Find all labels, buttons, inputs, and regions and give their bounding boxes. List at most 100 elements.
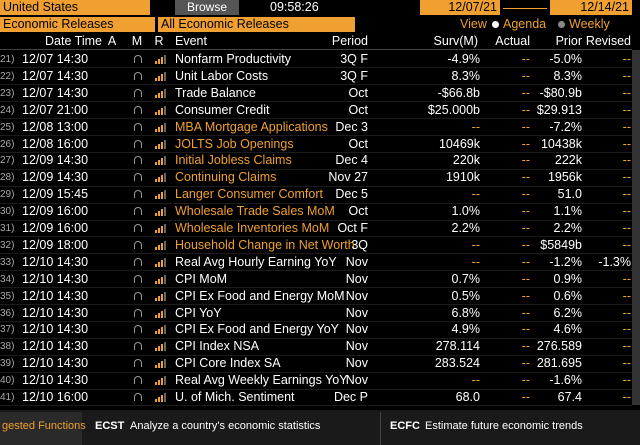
relevance-bar [155, 196, 157, 200]
alert-bell [134, 240, 142, 249]
cell-revised: -- [622, 271, 631, 286]
relevance-bar [158, 295, 160, 301]
cell-revised: -- [622, 119, 631, 134]
cell-time: 12/10 14:30 [22, 322, 89, 337]
row-rule [0, 236, 632, 238]
relevance-bar [161, 158, 163, 166]
cell-event: CPI Ex Food and Energy YoY [175, 322, 339, 337]
row-rule [0, 202, 632, 204]
cell-event: Continuing Claims [175, 170, 277, 185]
relevance-bar [164, 342, 166, 352]
cell-prior: $29.913 [536, 102, 582, 117]
filter-dropdown[interactable]: All Economic Releases [158, 17, 355, 32]
relevance-bar [161, 259, 163, 267]
cell-event: Wholesale Inventories MoM [175, 221, 330, 235]
cell-actual: -- [521, 170, 530, 185]
cell-event: U. of Mich. Sentiment [175, 390, 295, 404]
cell-event: Trade Balance [175, 85, 256, 100]
row-number: 23) [0, 87, 15, 99]
cell-period: Nov [345, 254, 368, 269]
cell-event: MBA Mortgage Applications [175, 119, 328, 134]
alert-bell [134, 393, 142, 401]
relevance-bar [158, 312, 160, 318]
relevance-bar [164, 291, 166, 301]
cell-period: Nov [345, 288, 368, 303]
cell-prior: 10438k [540, 136, 582, 151]
cell-surv: 4.9% [451, 322, 481, 337]
relevance-bar [158, 211, 160, 217]
cell-surv: 278.114 [435, 339, 480, 354]
cell-revised: -- [622, 305, 631, 320]
row-number: 22) [0, 70, 15, 82]
cell-surv: 2.2% [451, 221, 481, 235]
cell-surv: 10469k [438, 136, 480, 151]
cell-surv: 6.8% [451, 305, 481, 320]
start-date[interactable]: 12/07/21 [420, 0, 500, 15]
cell-event: Langer Consumer Comfort [175, 187, 323, 202]
cell-surv: 0.5% [451, 288, 481, 303]
row-rule [0, 84, 632, 86]
cell-period: Nov [345, 356, 368, 371]
cell-surv: 220k [452, 153, 480, 168]
cell-prior: 2.2% [553, 221, 583, 235]
relevance-bar [161, 57, 163, 64]
cell-prior: 281.695 [536, 356, 582, 371]
cell-time: 12/08 13:00 [22, 119, 89, 134]
end-date[interactable]: 12/14/21 [550, 0, 632, 15]
relevance-bar [155, 263, 157, 267]
relevance-bar [161, 192, 163, 200]
cell-actual: -- [521, 271, 530, 286]
relevance-bar [161, 378, 163, 386]
relevance-bar [161, 90, 163, 98]
column-header: Prior [555, 34, 582, 48]
function-code[interactable]: ECST [95, 420, 125, 432]
footer-sep [380, 412, 381, 445]
cell-period: 3Q [351, 237, 368, 252]
function-desc: Estimate future economic trends [425, 420, 583, 432]
relevance-bar [161, 209, 163, 217]
cell-period: Dec P [333, 390, 368, 404]
browse-button[interactable]: Browse [175, 0, 239, 15]
scrollbar[interactable] [632, 50, 640, 405]
country-field[interactable]: United States [0, 0, 150, 15]
column-header: Event [175, 34, 207, 48]
column-header: M [131, 34, 143, 48]
category-dropdown[interactable]: Economic Releases [0, 17, 155, 32]
cell-event: Nonfarm Productivity [175, 52, 292, 66]
relevance-bar [161, 293, 163, 301]
cell-revised: -- [622, 85, 631, 100]
cell-prior: $5849b [540, 237, 582, 252]
row-rule [0, 337, 632, 339]
view-agenda[interactable]: Agenda [503, 17, 547, 31]
radio-agenda[interactable] [492, 21, 499, 28]
cell-time: 12/10 14:30 [22, 305, 89, 320]
cell-prior: 67.4 [557, 390, 582, 404]
cell-time: 12/07 14:30 [22, 68, 89, 83]
cell-actual: -- [521, 204, 530, 219]
column-header: A [107, 34, 117, 48]
cell-period: Oct [348, 136, 368, 151]
cell-surv: 0.7% [451, 271, 481, 286]
alert-bell [134, 156, 142, 165]
row-number: 30) [0, 206, 15, 218]
row-number: 41) [0, 392, 15, 403]
cell-period: Nov [345, 271, 368, 286]
row-number: 39) [0, 358, 15, 370]
cell-event: Wholesale Trade Sales MoM [175, 204, 335, 219]
function-code[interactable]: ECFC [390, 420, 420, 432]
alert-bell [134, 55, 142, 63]
cell-time: 12/08 16:00 [22, 136, 89, 151]
row-rule [0, 270, 632, 272]
view-weekly[interactable]: Weekly [569, 17, 610, 31]
cell-revised: -- [622, 237, 631, 252]
footer-bar [0, 410, 640, 445]
row-rule [0, 67, 632, 69]
cell-time: 12/10 14:30 [22, 339, 89, 354]
cell-revised: -- [622, 102, 631, 117]
cell-period: Oct [348, 102, 368, 117]
row-rule [0, 253, 632, 255]
row-rule [0, 151, 632, 153]
header-rule [0, 49, 632, 50]
radio-weekly[interactable] [558, 21, 565, 28]
cell-event: Real Avg Weekly Earnings YoY [175, 373, 348, 388]
